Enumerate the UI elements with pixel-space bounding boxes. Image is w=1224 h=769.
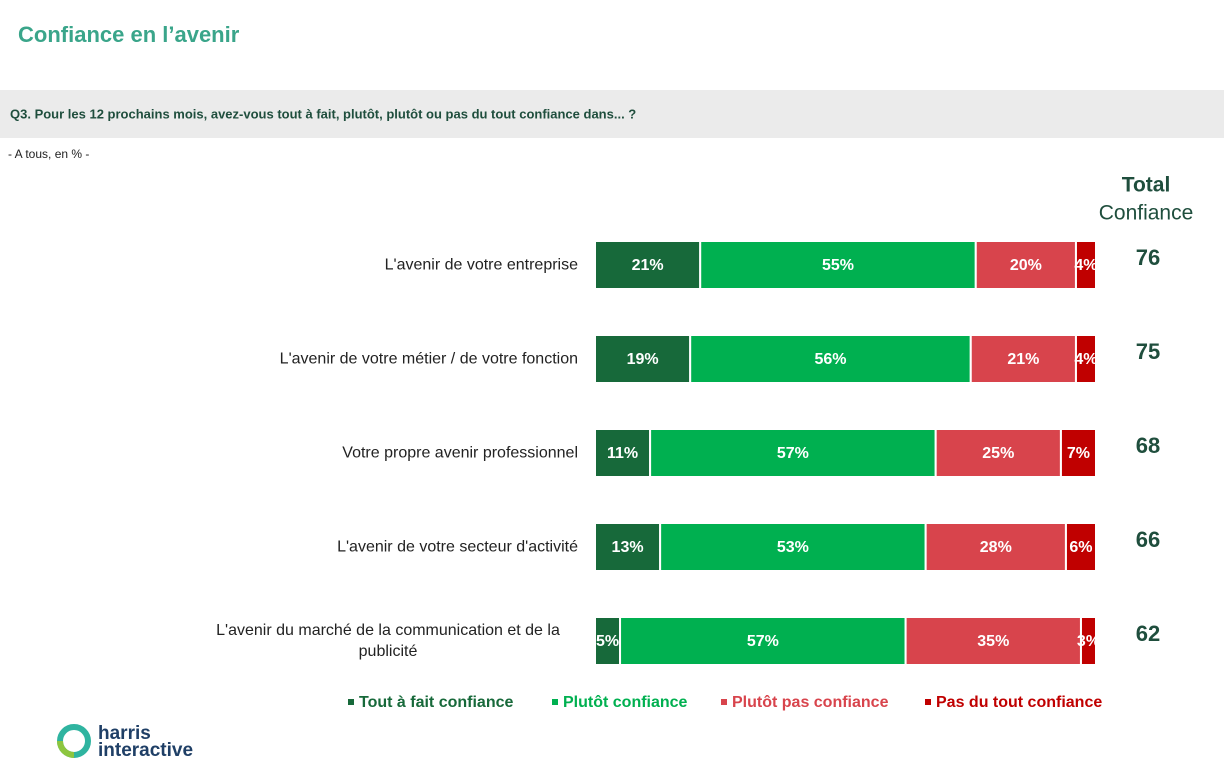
- bar-segment: [1079, 616, 1097, 666]
- value-label: 19%: [627, 351, 659, 368]
- bar-segment: [594, 240, 702, 290]
- logo-text: harris: [98, 723, 151, 744]
- total-value: 76: [1136, 245, 1160, 270]
- value-label: 28%: [980, 539, 1012, 556]
- bar-segment: [904, 616, 1082, 666]
- bar-segment: [1074, 334, 1097, 384]
- category-text: L'avenir de votre métier / de votre fonc…: [279, 350, 578, 368]
- legend-swatch: [925, 699, 931, 705]
- value-label: 53%: [777, 539, 809, 556]
- value-label: 20%: [1010, 257, 1042, 274]
- value-label: 11%: [607, 445, 638, 462]
- value-label: 57%: [777, 445, 809, 462]
- legend-swatch: [721, 699, 727, 705]
- bar-segment: [969, 334, 1077, 384]
- value-label: 35%: [977, 633, 1009, 650]
- legend-label: Tout à fait confiance: [359, 694, 513, 711]
- legend-label: Pas du tout confiance: [936, 694, 1102, 711]
- question-band: [0, 90, 1224, 138]
- value-label: 3%: [1077, 633, 1100, 650]
- bar-segment: [689, 334, 972, 384]
- base: - A tous, en % -: [8, 147, 89, 161]
- value-label: 4%: [1074, 257, 1097, 274]
- total-value: 66: [1136, 527, 1160, 552]
- category-label: L'avenir de votre secteur d'activité: [198, 537, 578, 558]
- bar-segment: [924, 522, 1067, 572]
- bar-segment: [1059, 428, 1098, 478]
- category-text: L'avenir de votre entreprise: [384, 256, 578, 274]
- bar-segment: [594, 334, 692, 384]
- bar-segment: [594, 616, 622, 666]
- category-label: L'avenir du marché de la communication e…: [198, 620, 578, 662]
- bar-segment: [619, 616, 907, 666]
- value-label: 55%: [822, 257, 854, 274]
- bar-segment: [1064, 522, 1097, 572]
- value-label: 7%: [1067, 445, 1090, 462]
- category-text: Votre propre avenir professionnel: [342, 444, 578, 462]
- value-label: 13%: [612, 539, 644, 556]
- value-label: 4%: [1074, 351, 1097, 368]
- legend-swatch: [552, 699, 558, 705]
- legend-label: Plutôt pas confiance: [732, 694, 889, 711]
- total-value: 75: [1136, 339, 1160, 364]
- category-label: L'avenir de votre métier / de votre fonc…: [198, 349, 578, 370]
- value-label: 57%: [747, 633, 779, 650]
- logo-ring-accent: [57, 740, 75, 758]
- value-label: 21%: [632, 257, 664, 274]
- totals-header: Confiance: [1099, 202, 1194, 225]
- bar-segment: [934, 428, 1062, 478]
- category-text: L'avenir du marché de la communication e…: [216, 622, 560, 660]
- value-label: 56%: [814, 351, 846, 368]
- bar-segment: [594, 522, 662, 572]
- logo-text: interactive: [98, 740, 193, 761]
- bar-segment: [594, 428, 652, 478]
- value-label: 21%: [1007, 351, 1039, 368]
- title: Confiance en l’avenir: [18, 22, 240, 47]
- category-text: L'avenir de votre secteur d'activité: [337, 538, 578, 556]
- category-label: L'avenir de votre entreprise: [198, 255, 578, 276]
- value-label: 6%: [1069, 539, 1092, 556]
- total-value: 62: [1136, 621, 1160, 646]
- total-value: 68: [1136, 433, 1160, 458]
- category-label: Votre propre avenir professionnel: [198, 443, 578, 464]
- question: Q3. Pour les 12 prochains mois, avez-vou…: [10, 106, 636, 121]
- value-label: 25%: [982, 445, 1014, 462]
- value-label: 5%: [596, 633, 619, 650]
- totals-header: Total: [1122, 174, 1171, 197]
- legend-swatch: [348, 699, 354, 705]
- bar-segment: [1074, 240, 1097, 290]
- legend-label: Plutôt confiance: [563, 694, 688, 711]
